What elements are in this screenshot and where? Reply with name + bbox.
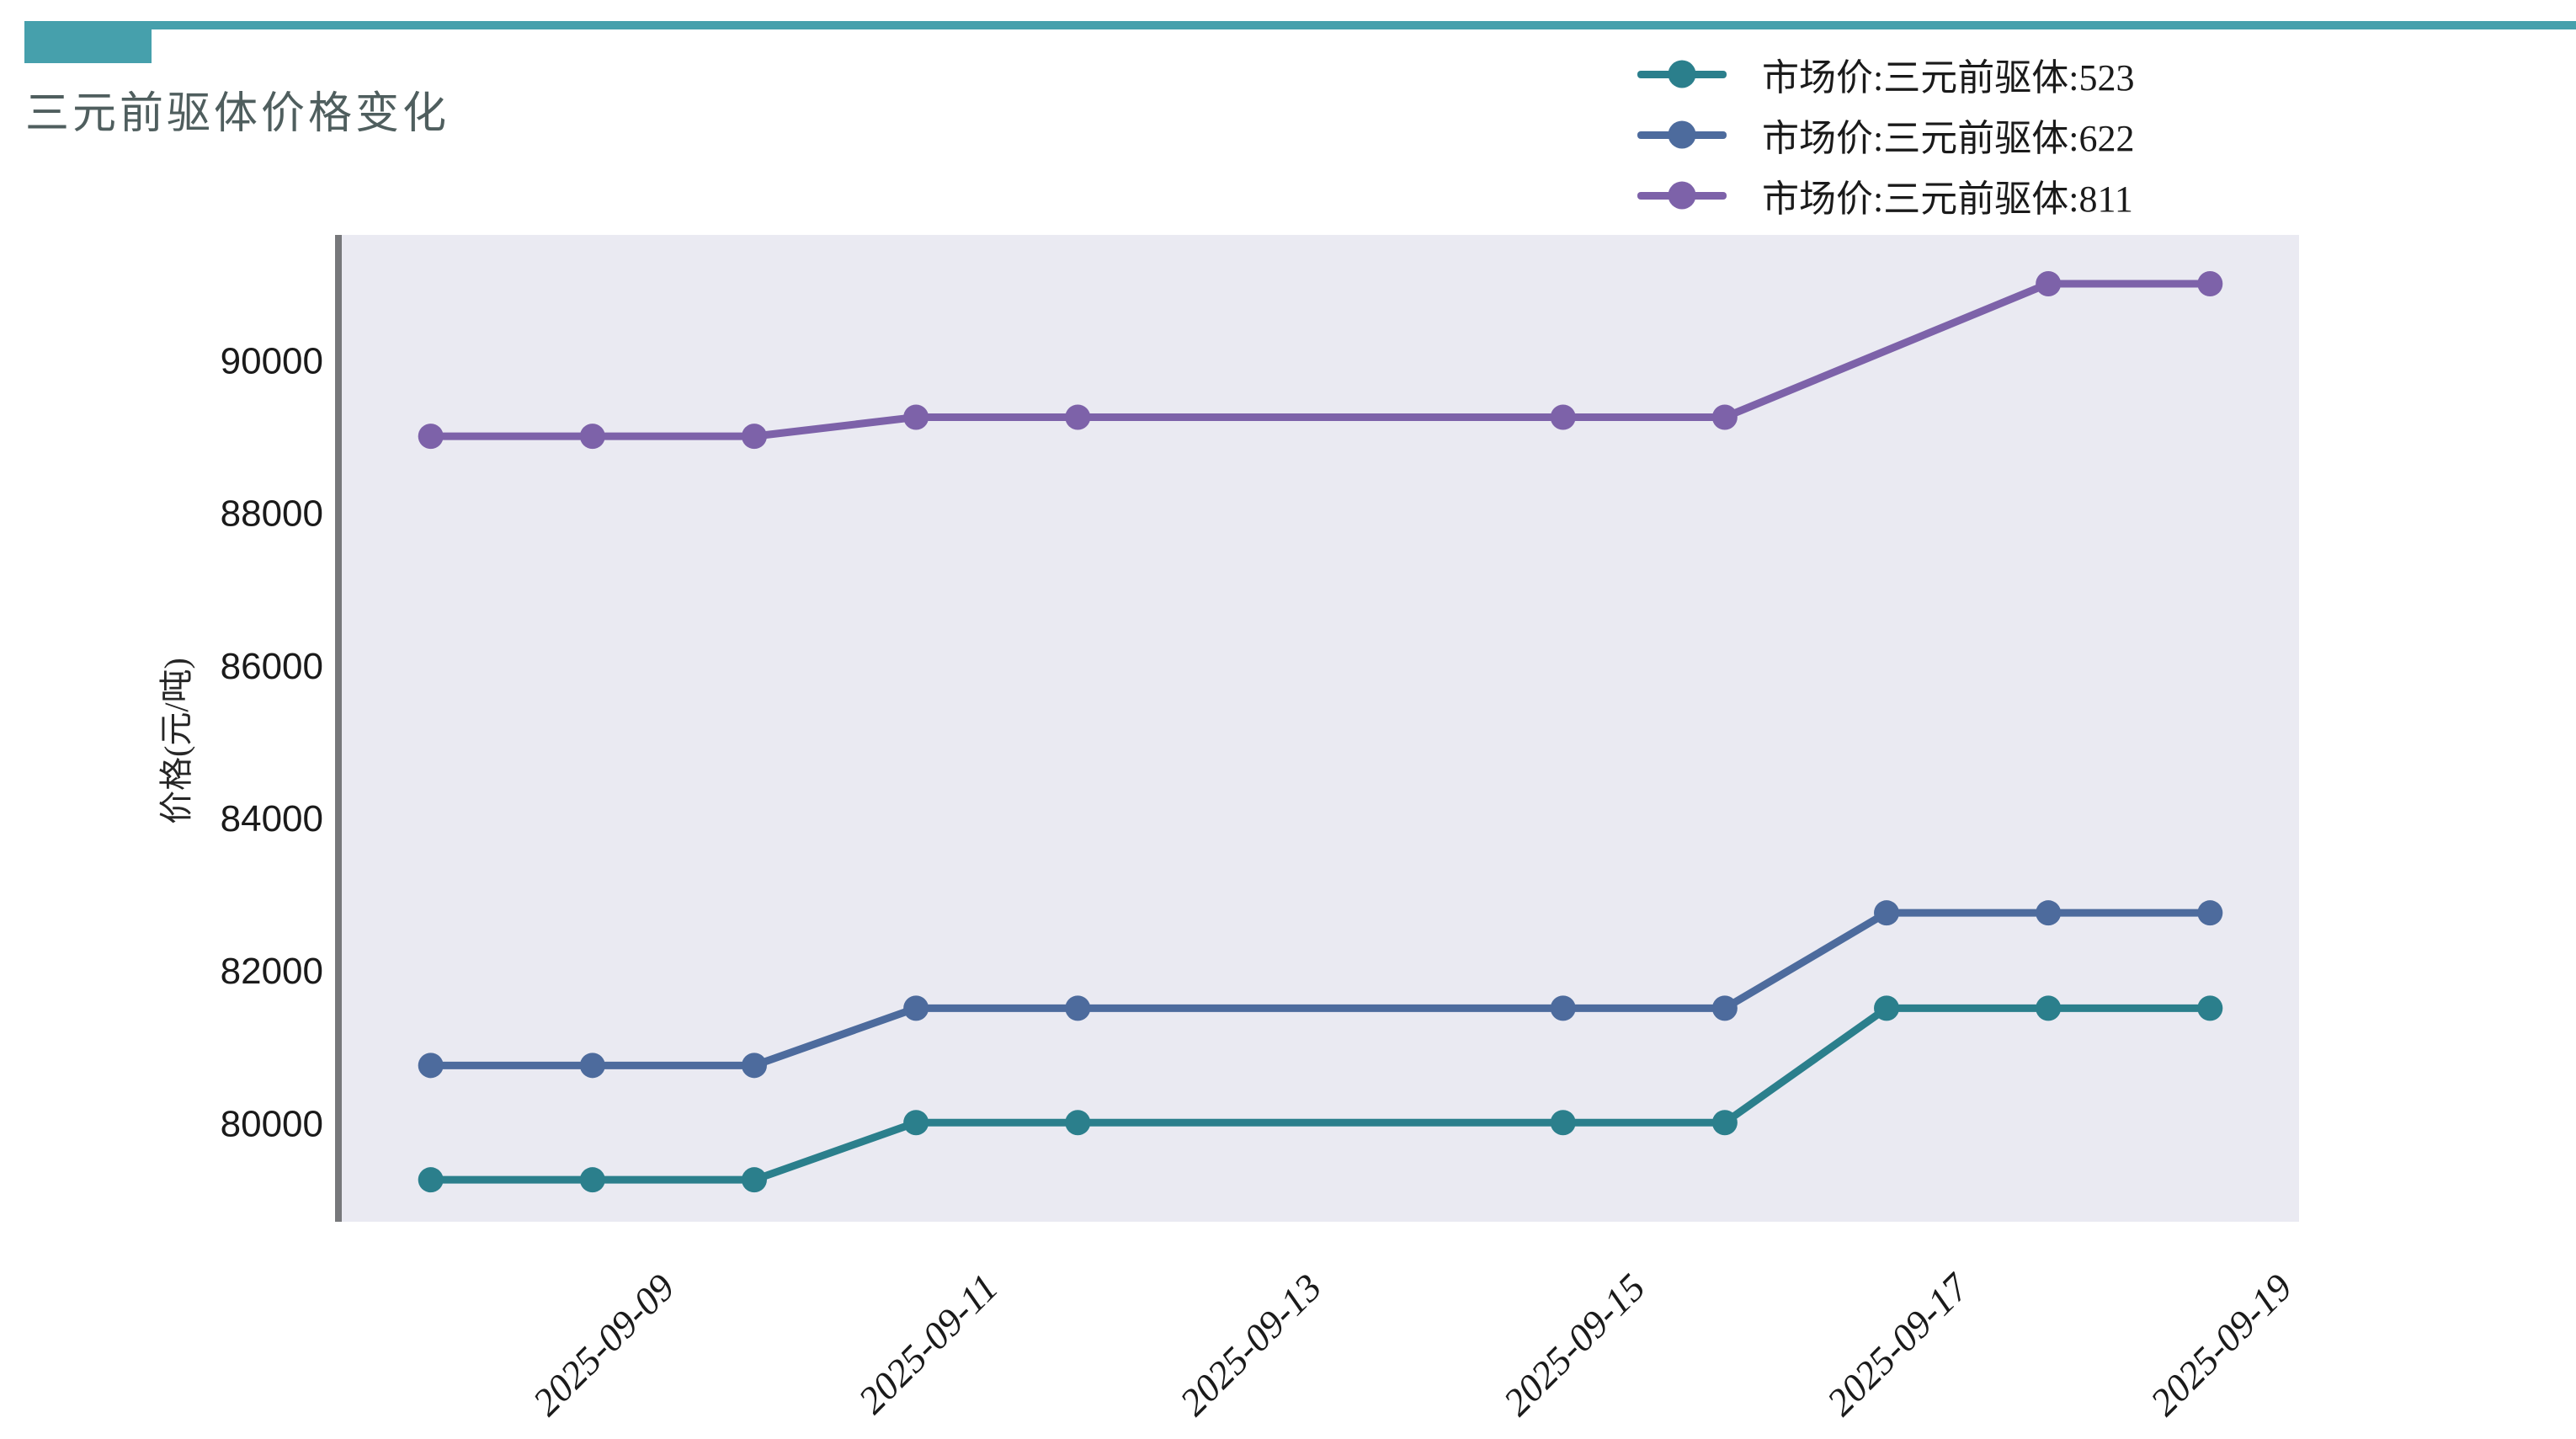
data-point-marker [2197, 270, 2223, 296]
line-marker-icon [1637, 60, 1727, 88]
x-tick-label: 2025-09-15 [1495, 1266, 1653, 1424]
data-point-marker [1711, 995, 1738, 1021]
plot-area [342, 235, 2299, 1222]
x-tick-label: 2025-09-11 [850, 1266, 1006, 1421]
data-point-marker [903, 1110, 929, 1136]
y-tick-label: 84000 [221, 798, 323, 839]
data-point-marker [741, 424, 767, 450]
data-point-marker [2036, 900, 2062, 926]
data-point-marker [1065, 1110, 1091, 1136]
data-point-marker [1711, 404, 1738, 430]
y-tick-label: 86000 [221, 646, 323, 687]
x-tick-label: 2025-09-13 [1172, 1266, 1330, 1424]
header-accent-line [152, 21, 2576, 29]
x-tick-label: 2025-09-19 [2142, 1266, 2301, 1424]
y-axis-spine [335, 235, 342, 1222]
x-tick-label: 2025-09-09 [524, 1266, 683, 1424]
data-point-marker [2197, 900, 2223, 926]
y-tick-label: 88000 [221, 493, 323, 535]
data-point-marker [1550, 995, 1576, 1021]
data-point-marker [741, 1167, 767, 1193]
line-marker-icon [1637, 181, 1727, 210]
series-line-523 [427, 1004, 2214, 1184]
legend-label: 市场价:三元前驱体:811 [1762, 179, 2133, 220]
data-point-marker [1550, 1110, 1576, 1136]
legend-label: 市场价:三元前驱体:523 [1762, 57, 2135, 99]
dot-icon [1668, 120, 1696, 149]
data-point-marker [903, 995, 929, 1021]
data-point-marker [579, 1167, 605, 1193]
data-point-marker [903, 404, 929, 430]
data-point-marker [741, 1053, 767, 1079]
legend-label: 市场价:三元前驱体:622 [1762, 118, 2135, 159]
y-tick-label: 90000 [221, 341, 323, 382]
line-marker-icon [1637, 120, 1727, 149]
legend-item-811: 市场价:三元前驱体:811 [1637, 165, 2277, 226]
data-point-marker [418, 1053, 444, 1079]
y-tick-label: 80000 [221, 1103, 323, 1144]
legend: 市场价:三元前驱体:523 市场价:三元前驱体:622 市场价:三元前驱体:81… [1637, 44, 2277, 226]
y-tick-label: 82000 [221, 951, 323, 992]
series-line-622 [427, 909, 2214, 1069]
page-title: 三元前驱体价格变化 [25, 90, 450, 138]
data-point-marker [2036, 995, 2062, 1021]
legend-item-622: 市场价:三元前驱体:622 [1637, 104, 2277, 165]
x-tick-label: 2025-09-17 [1818, 1265, 1977, 1424]
data-point-marker [2036, 270, 2062, 296]
dot-icon [1668, 60, 1696, 88]
data-point-marker [1711, 1110, 1738, 1136]
data-point-marker [1550, 404, 1576, 430]
data-point-marker [1065, 404, 1091, 430]
legend-item-523: 市场价:三元前驱体:523 [1637, 44, 2277, 104]
data-point-marker [2197, 995, 2223, 1021]
header-accent-block [24, 21, 152, 63]
data-point-marker [579, 424, 605, 450]
data-point-marker [418, 424, 444, 450]
data-point-marker [1874, 995, 1900, 1021]
y-axis-label: 价格(元/吨) [157, 658, 195, 824]
data-point-marker [579, 1053, 605, 1079]
data-point-marker [1874, 900, 1900, 926]
data-point-marker [1065, 995, 1091, 1021]
dot-icon [1668, 181, 1696, 210]
data-point-marker [418, 1167, 444, 1193]
